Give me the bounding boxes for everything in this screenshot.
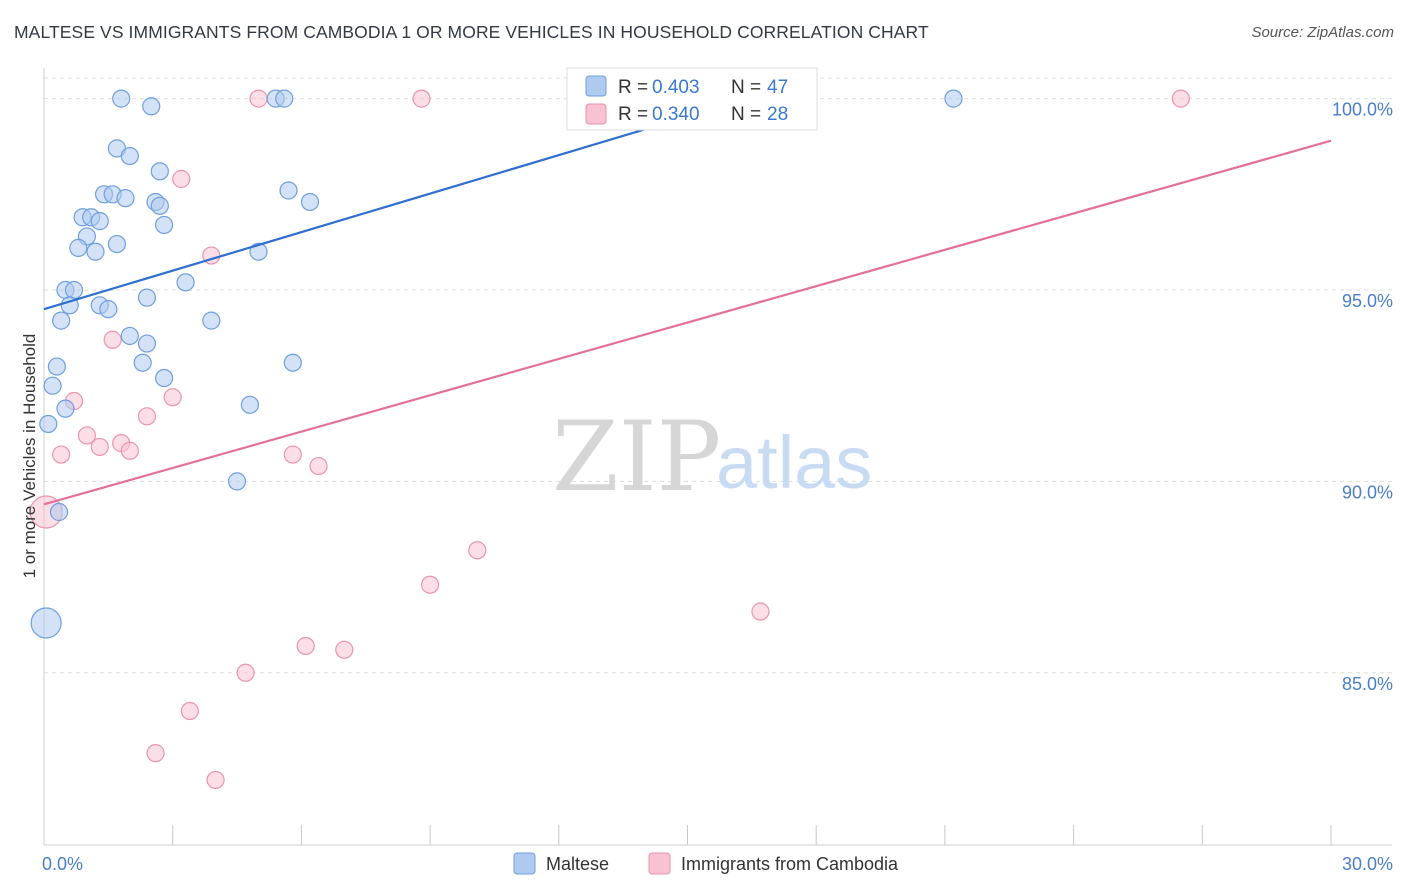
cambodia-point <box>249 89 268 108</box>
maltese-point <box>283 353 302 372</box>
cambodia-point <box>309 456 328 476</box>
y-axis-title: 1 or more Vehicles in Household <box>20 334 39 579</box>
legend-n-label-2: N = <box>731 104 761 125</box>
maltese-point <box>275 89 294 108</box>
watermark-zip: ZIP <box>552 401 721 513</box>
maltese-point <box>52 311 71 330</box>
legend-frame <box>566 67 818 131</box>
maltese-point <box>30 607 62 639</box>
legend-n-value-2: 28 <box>767 104 788 125</box>
cambodia-point <box>236 663 255 682</box>
x-tick-labels: 0.0% 30.0% <box>42 854 1393 874</box>
maltese-point <box>69 238 88 257</box>
legend-swatch-maltese <box>585 75 607 97</box>
x-tick-label: 30.0% <box>1342 854 1393 874</box>
maltese-point <box>56 399 75 418</box>
bottom-legend: Maltese Immigrants from Cambodia <box>513 852 899 875</box>
legend-r-label-1: R = <box>618 77 648 98</box>
legend-swatch-cambodia <box>585 103 607 125</box>
maltese-point <box>155 215 174 235</box>
y-tick-label: 90.0% <box>1342 482 1393 502</box>
maltese-point <box>120 146 139 166</box>
maltese-point <box>112 89 131 108</box>
y-tick-labels: 100.0% 95.0% 90.0% 85.0% <box>1332 100 1393 694</box>
cambodia-trend-line <box>43 139 1332 506</box>
maltese-point <box>120 326 139 346</box>
legend-r-value-2: 0.340 <box>652 104 700 125</box>
legend-r-value-1: 0.403 <box>652 77 700 98</box>
maltese-point <box>944 89 963 108</box>
cambodia-point <box>1171 89 1190 108</box>
maltese-point <box>155 368 174 388</box>
maltese-point <box>227 472 247 491</box>
maltese-point <box>116 189 135 208</box>
y-tick-label: 95.0% <box>1342 291 1393 311</box>
maltese-point <box>39 414 58 434</box>
y-tick-label: 85.0% <box>1342 674 1393 694</box>
bottom-legend-cambodia: Immigrants from Cambodia <box>681 854 899 874</box>
maltese-point <box>202 311 221 330</box>
trend-lines <box>43 97 1332 506</box>
maltese-point <box>99 300 118 319</box>
maltese-point <box>150 162 169 181</box>
cambodia-point <box>421 575 440 594</box>
cambodia-point <box>137 407 157 426</box>
cambodia-point <box>180 701 199 721</box>
maltese-point <box>137 334 157 353</box>
watermark-atlas: atlas <box>716 421 872 504</box>
cambodia-point <box>90 437 109 457</box>
maltese-trend-line <box>43 97 748 311</box>
watermark: ZIP atlas <box>552 401 872 513</box>
cambodia-point <box>172 169 191 189</box>
legend-n-label-1: N = <box>731 77 761 98</box>
chart-title: MALTESE VS IMMIGRANTS FROM CAMBODIA 1 OR… <box>14 22 929 42</box>
maltese-point <box>47 357 66 376</box>
maltese-point <box>137 288 157 307</box>
maltese-point <box>49 502 69 522</box>
maltese-point <box>279 181 298 200</box>
cambodia-point <box>103 330 122 349</box>
maltese-point <box>90 212 109 231</box>
maltese-point <box>150 196 169 215</box>
cambodia-point <box>335 640 354 659</box>
maltese-point <box>64 280 84 300</box>
series-cambodia-points <box>29 89 1190 790</box>
cambodia-point <box>146 744 165 763</box>
axes <box>43 68 1392 846</box>
cambodia-point <box>206 770 225 790</box>
x-tick-label: 0.0% <box>42 854 83 874</box>
legend-box: R = 0.403 N = 47 R = 0.340 N = 28 <box>566 67 818 131</box>
legend-n-value-1: 47 <box>767 77 788 98</box>
y-tick-label: 100.0% <box>1332 100 1393 120</box>
cambodia-point <box>77 426 97 445</box>
bottom-legend-swatch-maltese <box>513 852 536 875</box>
bottom-legend-maltese: Maltese <box>546 854 609 874</box>
maltese-point <box>240 395 260 414</box>
cambodia-point <box>751 602 770 621</box>
cambodia-point <box>283 445 302 464</box>
cambodia-point <box>412 89 431 108</box>
legend-r-label-2: R = <box>618 104 648 125</box>
source-credit: Source: ZipAtlas.com <box>1251 24 1394 41</box>
maltese-point <box>43 376 62 395</box>
cambodia-point <box>52 445 71 464</box>
cambodia-point <box>296 636 315 656</box>
maltese-point <box>107 234 127 254</box>
bottom-legend-swatch-cambodia <box>648 852 671 875</box>
maltese-point <box>133 353 152 372</box>
series-maltese-points <box>30 89 963 639</box>
maltese-point <box>249 242 268 261</box>
cambodia-point <box>163 388 182 407</box>
maltese-point <box>176 273 195 292</box>
maltese-point <box>86 242 105 261</box>
maltese-point <box>142 97 161 116</box>
cambodia-point <box>120 441 139 460</box>
maltese-point <box>300 192 320 212</box>
cambodia-point <box>468 541 487 560</box>
